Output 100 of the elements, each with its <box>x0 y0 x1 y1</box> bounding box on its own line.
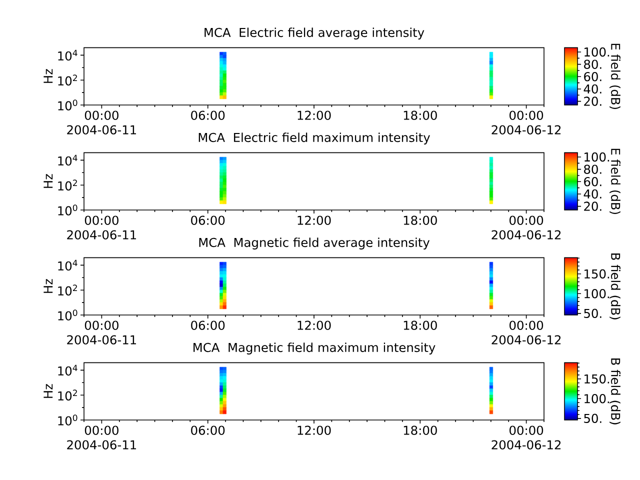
point <box>489 305 494 310</box>
point <box>222 398 226 402</box>
color-bar-label: 100. <box>584 47 610 57</box>
y-tick-label: 10$^{4}$ <box>58 50 78 61</box>
point <box>222 80 226 84</box>
point <box>489 290 494 294</box>
point <box>222 290 226 294</box>
point <box>222 64 226 68</box>
y-tick-label: 10$^{0}$ <box>58 310 78 320</box>
point <box>222 176 226 180</box>
x-tick-label: 00:00 2004-06-12 <box>492 320 561 344</box>
point <box>222 156 226 161</box>
point <box>222 92 226 96</box>
point <box>222 394 226 398</box>
point <box>222 188 226 192</box>
point <box>222 54 226 59</box>
point <box>222 286 226 291</box>
point <box>222 404 226 408</box>
point <box>489 197 494 201</box>
point <box>222 277 226 282</box>
point <box>222 299 226 303</box>
chart-title: MCA Electric field average intensity <box>204 28 424 40</box>
point <box>222 166 226 170</box>
point <box>222 184 226 188</box>
color-bar-title: B field (dB) <box>610 254 620 320</box>
x-tick-label: 06:00 <box>191 426 225 435</box>
point <box>222 163 226 167</box>
point <box>222 182 226 186</box>
x-tick-label: 12:00 <box>298 426 331 435</box>
point <box>222 197 226 201</box>
color-bar-label: 150. <box>584 269 610 279</box>
point <box>222 376 226 380</box>
y-tick-label: 10$^{2}$ <box>58 284 77 296</box>
x-tick-label: 06:00 <box>191 110 225 120</box>
point <box>222 200 226 204</box>
y-axis-title: Hz <box>44 384 53 398</box>
color-bar-label: 80. <box>584 60 602 69</box>
chart-title: MCA Magnetic field maximum intensity <box>194 342 436 354</box>
color-bar-label: 40. <box>584 84 602 94</box>
chart-title: MCA Magnetic field average intensity <box>199 238 430 250</box>
point <box>222 76 226 81</box>
point <box>489 184 494 188</box>
x-tick-label: 12:00 <box>298 110 331 120</box>
point <box>222 292 226 297</box>
point <box>222 67 226 72</box>
color-bar-label: 20. <box>584 96 602 106</box>
point <box>222 70 226 74</box>
point <box>222 407 226 411</box>
y-axis-title: Hz <box>44 174 53 188</box>
point <box>489 80 494 84</box>
x-tick-label: 12:00 <box>298 216 331 225</box>
point <box>222 160 226 164</box>
point <box>222 305 226 310</box>
color-bar-title: B field (dB) <box>610 358 620 424</box>
point <box>222 366 226 371</box>
point <box>222 58 226 62</box>
y-tick-label: 10$^{0}$ <box>58 414 78 426</box>
color-bar-label: 20. <box>584 202 602 211</box>
point <box>222 274 226 278</box>
point <box>222 169 226 174</box>
point <box>222 296 226 300</box>
color-bar-title: E field (dB) <box>610 148 620 214</box>
y-axis-title: Hz <box>44 69 53 83</box>
x-tick-label: 00:00 2004-06-12 <box>492 110 561 134</box>
color-bar-title: E field (dB) <box>610 44 620 110</box>
y-tick-label: 10$^{0}$ <box>58 100 78 110</box>
x-tick-label: 00:00 2004-06-12 <box>492 426 561 450</box>
point <box>222 172 226 176</box>
point <box>489 67 494 72</box>
x-tick-label: 18:00 <box>404 216 437 225</box>
point <box>222 268 226 272</box>
point <box>489 172 494 176</box>
x-tick-label: 06:00 <box>191 216 225 225</box>
point <box>222 388 226 392</box>
color-bar-label: 100. <box>584 152 610 162</box>
x-tick-label: 00:00 2004-06-11 <box>67 426 136 450</box>
x-tick-label: 18:00 <box>404 426 437 435</box>
y-tick-label: 10$^{2}$ <box>58 74 77 86</box>
point <box>489 95 494 100</box>
point <box>222 386 226 390</box>
point <box>222 284 226 288</box>
point <box>222 370 226 374</box>
color-bar-label: 50. <box>584 414 602 424</box>
point <box>222 74 226 78</box>
point <box>222 400 226 405</box>
point <box>222 86 226 90</box>
color-bar-label: 60. <box>584 72 602 82</box>
point <box>222 52 226 56</box>
x-tick-label: 00:00 2004-06-11 <box>67 110 136 134</box>
y-tick-label: 10$^{4}$ <box>58 364 78 376</box>
point <box>222 190 226 195</box>
x-tick-label: 18:00 <box>404 320 437 330</box>
x-tick-label: 00:00 2004-06-11 <box>67 320 136 344</box>
chart-title: MCA Electric field maximum intensity <box>198 132 430 144</box>
y-tick-label: 10$^{2}$ <box>58 180 77 191</box>
point <box>489 382 494 386</box>
point <box>222 89 226 93</box>
x-tick-label: 12:00 <box>298 320 331 330</box>
color-bar-label: 80. <box>584 164 602 174</box>
point <box>489 92 494 96</box>
